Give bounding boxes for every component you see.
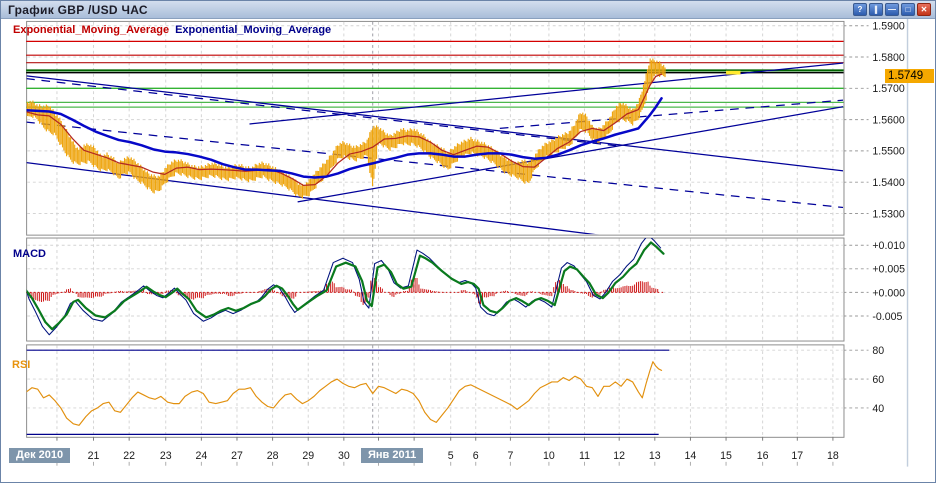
title-bar: График GBP /USD ЧАС ? ∥ — □ ✕ [1,1,935,19]
x-axis-label: 6 [473,450,479,462]
x-axis-label: 5 [448,450,454,462]
ema-fast-line [26,73,663,186]
close-button[interactable]: ✕ [917,3,931,16]
x-axis-label: 18 [827,450,839,462]
rsi-line [26,361,663,426]
scale-label: 1.5500 [872,146,904,158]
macd-line [26,238,662,336]
scale-label: 1.5800 [872,52,904,64]
x-axis-label: 13 [649,450,661,462]
x-axis-label: 21 [88,450,100,462]
rsi-indicator-label: RSI [12,359,31,371]
scale-label: 1.5400 [872,177,904,189]
minimize-button[interactable]: — [885,3,899,16]
trendline-dashed[interactable] [26,78,621,147]
chart-canvas: 1.5900 1.5800 1.5700 1.5600 1.5500 1.5400 1.53… [26,19,909,467]
macd-indicator-label: MACD [13,248,46,260]
scale-label: +0.005 [872,264,905,276]
rsi-panel [26,344,845,438]
x-axis-label: 7 [507,450,513,462]
macd-panel [26,237,845,342]
trendline-solid[interactable] [297,106,847,203]
x-axis-label: 23 [160,450,172,462]
x-axis-label: 29 [302,450,314,462]
pause-button[interactable]: ∥ [869,3,883,16]
trendline-dashed[interactable] [499,99,847,129]
month-badge-jan: Янв 2011 [361,448,424,463]
x-axis-label: 22 [123,450,135,462]
x-axis-label: 27 [231,450,243,462]
ema-slow-line [26,97,663,179]
x-axis-label: 15 [720,450,732,462]
macd-signal-line [26,241,665,331]
scale-label: 1.5300 [872,208,904,220]
x-axis-label: 17 [791,450,803,462]
current-price-marker [726,70,741,75]
window-buttons: ? ∥ — □ ✕ [853,3,931,16]
x-axis-label: 14 [685,450,697,462]
current-price-tag: 1.5749 [885,69,934,83]
x-axis-label: 11 [579,450,590,462]
x-axis-label: 24 [195,450,207,462]
scale-label: 1.5700 [872,83,904,95]
x-axis-label: 16 [757,450,769,462]
scale-label: +0.000 [872,287,905,299]
ema-indicator-label-1: Exponential_Moving_Average [13,24,170,36]
ema-indicator-label-2: Exponential_Moving_Average [175,24,332,36]
x-axis-label: 12 [613,450,625,462]
x-axis-label: 30 [338,450,350,462]
indicator-label-row: Exponential_Moving_Average Exponential_Mo… [13,24,331,36]
trendline-solid[interactable] [249,62,846,125]
scale-label: 60 [872,374,884,386]
scale-label: 1.5900 [872,21,904,33]
trendline-solid[interactable] [26,75,846,172]
scale-label: -0.005 [872,311,902,323]
maximize-button[interactable]: □ [901,3,915,16]
scale-label: 40 [872,403,884,415]
x-axis-label: 10 [543,450,555,462]
month-badge-dec: Дек 2010 [9,448,71,463]
help-button[interactable]: ? [853,3,867,16]
scale-label: 80 [872,345,884,357]
window-title: График GBP /USD ЧАС [8,2,148,17]
scale-label: +0.010 [872,240,905,252]
x-axis-label: 28 [267,450,279,462]
scale-label: 1.5600 [872,114,904,126]
